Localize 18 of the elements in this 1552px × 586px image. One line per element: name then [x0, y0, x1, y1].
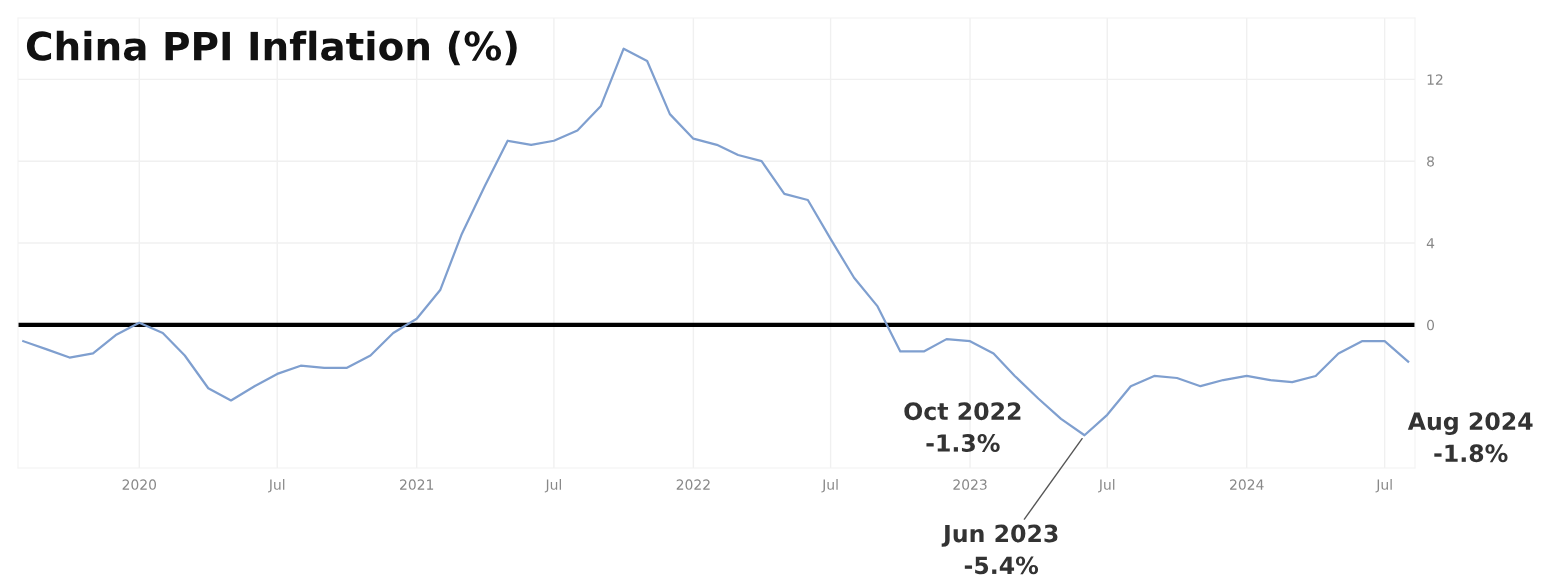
y-tick-label: 0	[1427, 319, 1435, 331]
x-tick-label: Jul	[1375, 479, 1392, 493]
x-tick-label: 2024	[1230, 479, 1264, 490]
annotation: Oct 2022 -1.3%	[904, 402, 1021, 452]
chart-title: China PPI Inflation (%)	[26, 30, 517, 66]
x-tick-label: 2022	[676, 479, 710, 490]
x-tick-label: 2023	[953, 479, 987, 490]
x-tick-label: Jul	[268, 479, 285, 493]
x-tick-label: 2021	[400, 479, 434, 490]
x-tick-label: Jul	[1098, 479, 1115, 493]
annotation: Jun 2023 -5.4%	[941, 524, 1058, 575]
y-tick-label: 4	[1426, 238, 1435, 249]
x-tick-label: 2020	[122, 479, 157, 490]
x-tick-label: Jul	[544, 479, 561, 493]
y-tick-label: 8	[1427, 156, 1434, 167]
annotation: Aug 2024 -1.8%	[1407, 412, 1533, 463]
x-tick-label: Jul	[821, 479, 838, 493]
y-tick-label: 12	[1427, 74, 1443, 85]
